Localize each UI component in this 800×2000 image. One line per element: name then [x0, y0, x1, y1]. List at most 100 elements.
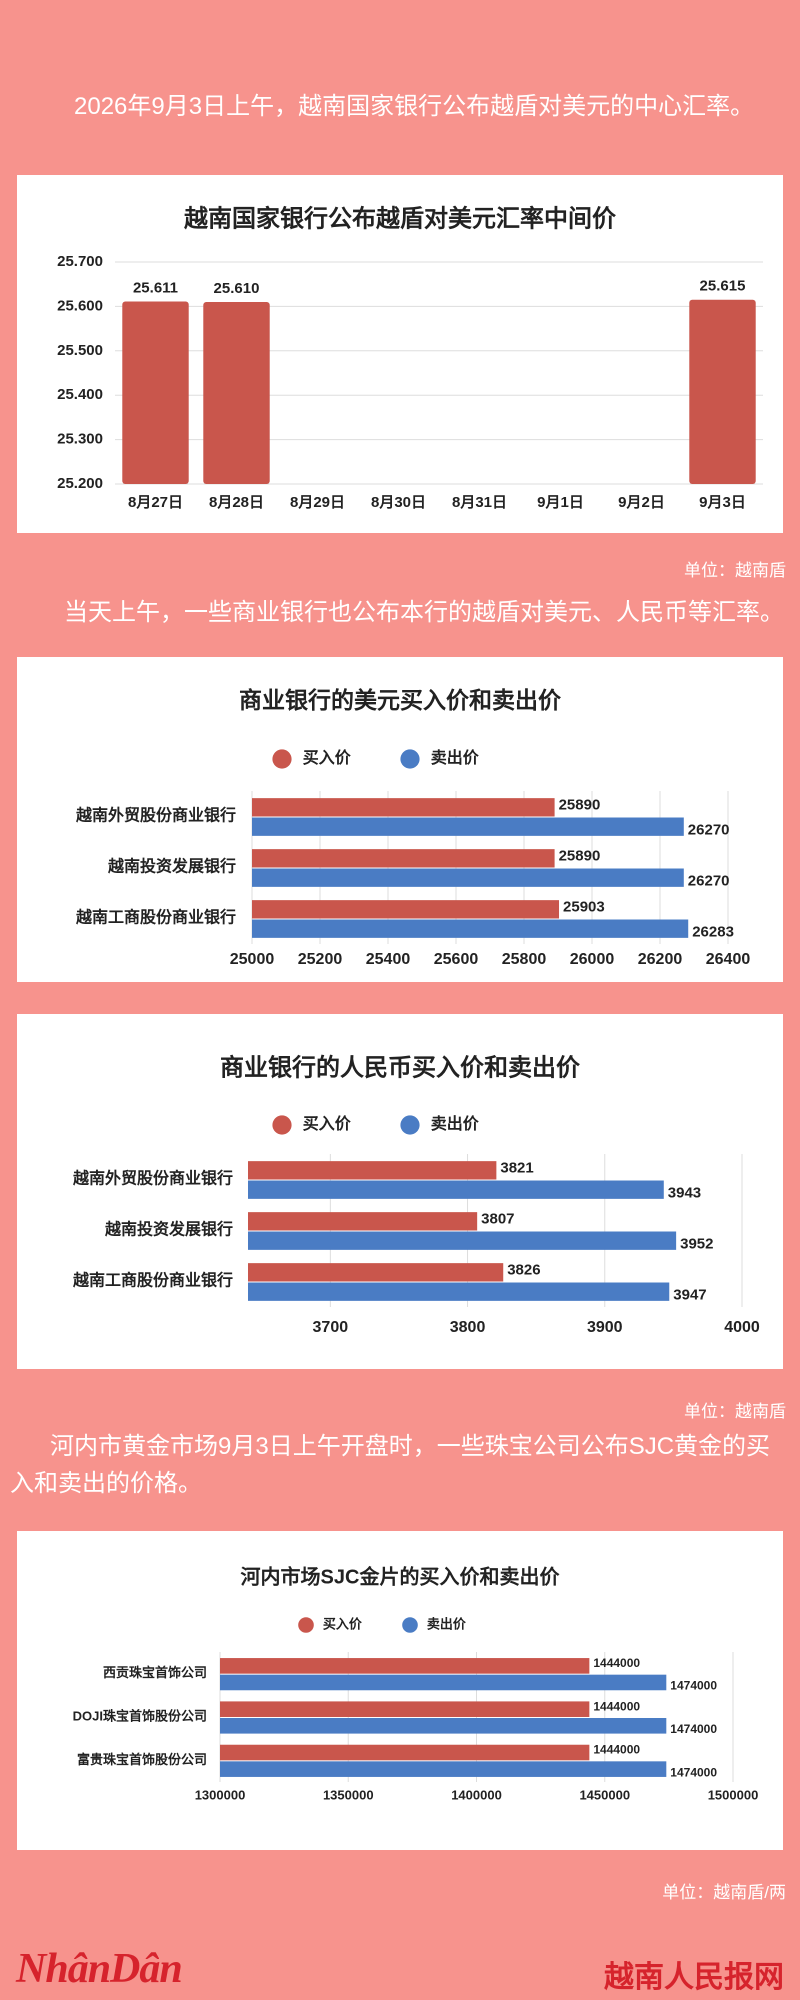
bar — [220, 1658, 590, 1674]
bar — [220, 1744, 590, 1761]
value-label: 1444000 — [593, 1743, 640, 1757]
bar — [252, 798, 555, 817]
bar — [220, 1718, 667, 1734]
value-label: 25890 — [559, 796, 601, 813]
chart: 越南国家银行公布越盾对美元汇率中间价 25.200 25.300 25.400 25.5… — [17, 175, 783, 533]
legend-label: 买入价 — [303, 1115, 352, 1133]
x-tick-label: 1300000 — [195, 1787, 246, 1802]
value-label: 3821 — [500, 1159, 533, 1176]
value-label: 25890 — [559, 847, 601, 864]
x-tick-label: 25400 — [366, 951, 411, 968]
value-label: 3826 — [507, 1261, 540, 1278]
value-label: 25.611 — [133, 279, 178, 296]
y-tick-label: 越南投资发展银行 — [104, 1220, 233, 1239]
y-tick-label: 越南工商股份商业银行 — [72, 1271, 233, 1290]
y-tick-label: 25.700 — [57, 253, 103, 270]
legend-label: 卖出价 — [431, 748, 480, 767]
y-tick-label: 25.600 — [57, 297, 103, 314]
y-tick-label: 西贡珠宝首饰公司 — [103, 1665, 207, 1680]
legend-label: 买入价 — [303, 749, 352, 767]
legend-marker — [400, 749, 420, 769]
logo: NhânDân — [16, 1946, 183, 1992]
x-tick-label: 3800 — [450, 1319, 486, 1336]
bar — [122, 301, 189, 484]
legend-marker — [298, 1617, 314, 1633]
legend-marker — [272, 749, 292, 769]
x-tick-label: 25000 — [230, 951, 275, 968]
bar — [252, 919, 689, 938]
legend-marker — [400, 1115, 420, 1135]
x-tick-label: 25800 — [502, 951, 547, 968]
bar — [248, 1180, 664, 1199]
y-tick-label: 越南外贸股份商业银行 — [72, 1169, 233, 1188]
x-tick-label: 8月29日 — [290, 494, 345, 511]
intro: 2026年9月3日上午，越南国家银行公布越盾对美元的中心汇率。 — [74, 93, 755, 120]
y-tick-label: 越南工商股份商业银行 — [75, 908, 236, 927]
chart-title: 商业银行的人民币买入价和卖出价 — [220, 1053, 581, 1081]
chart-title: 河内市场SJC金片的买入价和卖出价 — [241, 1564, 561, 1588]
x-tick-label: 3900 — [587, 1319, 623, 1336]
x-tick-label: 1400000 — [451, 1787, 502, 1802]
bar — [248, 1231, 677, 1250]
y-tick-label: 越南投资发展银行 — [107, 857, 236, 876]
legend-marker — [272, 1115, 292, 1135]
bar — [220, 1761, 667, 1777]
value-label: 25903 — [563, 898, 605, 915]
y-tick-label: DOJI珠宝首饰股份公司 — [73, 1708, 207, 1723]
chart-title: 越南国家银行公布越盾对美元汇率中间价 — [184, 204, 617, 232]
unit-note: 单位：越南盾 — [684, 561, 786, 580]
value-label: 1444000 — [593, 1656, 640, 1670]
legend-marker — [402, 1617, 418, 1633]
y-tick-label: 富贵珠宝首饰股份公司 — [77, 1752, 207, 1767]
value-label: 3943 — [668, 1185, 701, 1202]
bar — [248, 1282, 670, 1301]
paragraph: 当天上午，一些商业银行也公布本行的越盾对美元、人民币等汇率。 — [64, 599, 784, 626]
legend-label: 卖出价 — [427, 1616, 467, 1631]
bar — [252, 900, 560, 919]
x-tick-label: 3700 — [313, 1319, 349, 1336]
y-tick-label: 25.300 — [57, 431, 103, 448]
value-label: 1474000 — [670, 1679, 717, 1693]
bar — [248, 1263, 504, 1282]
bar — [248, 1212, 478, 1231]
unit-note: 单位：越南盾 — [684, 1402, 786, 1421]
value-label: 3952 — [680, 1236, 713, 1253]
value-label: 1474000 — [670, 1765, 717, 1779]
x-tick-label: 8月31日 — [452, 494, 507, 511]
chart: 商业银行的人民币买入价和卖出价 3700 3800 3900 4000 买入价 卖出价越南外… — [17, 1014, 783, 1369]
x-tick-label: 26200 — [638, 951, 683, 968]
y-tick-label: 越南外贸股份商业银行 — [75, 806, 236, 825]
paragraph: 河内市黄金市场9月3日上午开盘时，一些珠宝公司公布SJC黄金的买入和卖出的价格。 — [10, 1433, 771, 1497]
bar — [220, 1674, 667, 1691]
x-tick-label: 9月3日 — [699, 494, 746, 511]
value-label: 26270 — [688, 873, 730, 890]
value-label: 1474000 — [670, 1722, 717, 1736]
x-tick-label: 8月27日 — [128, 494, 183, 511]
y-tick-label: 25.200 — [57, 475, 103, 492]
bar — [248, 1161, 497, 1180]
chart: 商业银行的美元买入价和卖出价 25000 25200 25400 25600 25800 2… — [17, 657, 783, 982]
x-tick-label: 25600 — [434, 951, 479, 968]
chart: 河内市场SJC金片的买入价和卖出价 1300000 1350000 1400000 14… — [17, 1531, 783, 1850]
x-tick-label: 9月1日 — [537, 494, 584, 511]
value-label: 1444000 — [593, 1699, 640, 1713]
x-tick-label: 25200 — [298, 951, 343, 968]
value-label: 3947 — [673, 1287, 706, 1304]
bar — [252, 868, 684, 887]
legend-label: 买入价 — [323, 1616, 363, 1631]
x-tick-label: 9月2日 — [618, 494, 665, 511]
y-tick-label: 25.400 — [57, 386, 103, 403]
unit-note: 单位：越南盾/两 — [662, 1883, 786, 1902]
x-tick-label: 4000 — [724, 1319, 760, 1336]
x-tick-label: 8月30日 — [371, 494, 426, 511]
bar — [252, 817, 684, 836]
x-tick-label: 26000 — [570, 951, 615, 968]
bar — [220, 1701, 590, 1717]
value-label: 26270 — [688, 822, 730, 839]
x-tick-label: 26400 — [706, 951, 751, 968]
bar — [689, 299, 756, 484]
site-name: 越南人民报网 — [604, 1961, 784, 1994]
bar — [252, 849, 555, 868]
y-tick-label: 25.500 — [57, 342, 103, 359]
